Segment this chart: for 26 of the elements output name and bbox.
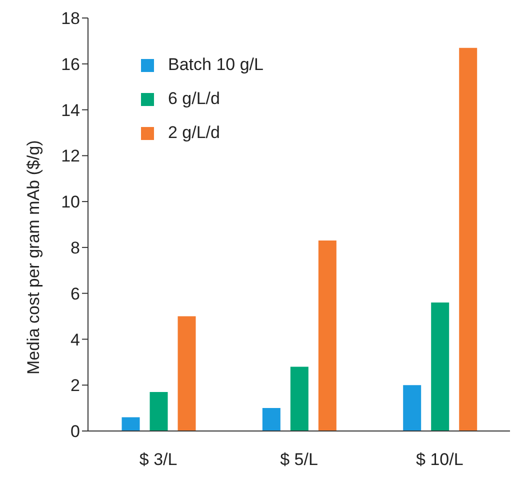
y-tick-label: 2 [70,376,80,396]
y-axis-title: Media cost per gram mAb ($/g) [24,140,44,374]
bar [318,240,336,431]
x-tick-label: $ 10/L [416,450,464,470]
bar [178,316,196,431]
y-tick-label: 0 [70,422,80,442]
bar [150,392,168,431]
y-tick-label: 6 [70,284,80,304]
bar [262,408,280,431]
y-tick-label: 16 [61,54,80,74]
y-tick-label: 18 [61,9,80,28]
x-tick-label: $ 5/L [280,450,318,470]
y-tick-label: 12 [61,146,80,166]
y-tick-label: 10 [61,192,80,212]
bar [122,417,140,431]
legend-label: 6 g/L/d [168,88,220,110]
legend-label: Batch 10 g/L [168,54,264,76]
bar [431,302,450,431]
y-tick-label: 14 [61,100,80,120]
bar [459,48,478,431]
y-tick-label: 8 [70,238,80,258]
bar [290,366,308,431]
y-tick-label: 4 [70,330,80,350]
bar [403,385,422,431]
legend-label: 2 g/L/d [168,122,220,144]
x-tick-label: $ 3/L [139,450,178,470]
